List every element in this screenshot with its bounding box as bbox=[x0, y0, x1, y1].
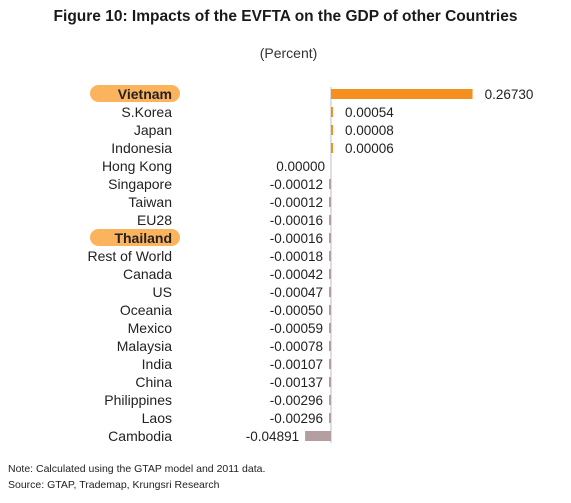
category-label: Indonesia bbox=[111, 140, 172, 156]
value-label: -0.00018 bbox=[270, 249, 323, 264]
value-label: -0.00078 bbox=[270, 339, 323, 354]
category-label: India bbox=[142, 356, 173, 372]
bar bbox=[329, 359, 331, 369]
bar bbox=[329, 251, 331, 261]
value-label: -0.00296 bbox=[270, 393, 323, 408]
value-label: -0.04891 bbox=[246, 429, 299, 444]
category-label: EU28 bbox=[137, 212, 172, 228]
chart-title: Figure 10: Impacts of the EVFTA on the G… bbox=[53, 8, 518, 25]
category-label: Taiwan bbox=[128, 194, 172, 210]
bar bbox=[331, 89, 473, 99]
bar bbox=[329, 341, 331, 351]
highlight-pill bbox=[90, 85, 180, 102]
value-label: -0.00137 bbox=[270, 375, 323, 390]
bar bbox=[329, 233, 331, 243]
category-label: China bbox=[135, 374, 172, 390]
value-label: 0.00008 bbox=[345, 123, 394, 138]
value-label: 0.26730 bbox=[485, 87, 534, 102]
value-label: -0.00042 bbox=[270, 267, 323, 282]
bar bbox=[329, 377, 331, 387]
bar bbox=[331, 143, 333, 153]
category-label: Mexico bbox=[128, 320, 173, 336]
category-label: Cambodia bbox=[108, 428, 172, 444]
value-label: -0.00016 bbox=[270, 213, 323, 228]
chart-note: Note: Calculated using the GTAP model an… bbox=[8, 463, 266, 475]
category-label: S.Korea bbox=[121, 104, 172, 120]
bar bbox=[331, 125, 333, 135]
bar bbox=[329, 287, 331, 297]
value-label: 0.00006 bbox=[345, 141, 394, 156]
category-label: Japan bbox=[134, 122, 172, 138]
value-label: 0.00000 bbox=[276, 159, 325, 174]
category-label: US bbox=[153, 284, 172, 300]
bar bbox=[305, 431, 331, 441]
value-label: -0.00012 bbox=[270, 177, 323, 192]
value-label: 0.00054 bbox=[345, 105, 394, 120]
bar bbox=[329, 215, 331, 225]
value-label: -0.00296 bbox=[270, 411, 323, 426]
bar bbox=[329, 179, 331, 189]
highlight-pill bbox=[90, 229, 180, 246]
bar bbox=[329, 323, 331, 333]
bar bbox=[331, 107, 333, 117]
category-label: Canada bbox=[123, 266, 172, 282]
value-label: -0.00016 bbox=[270, 231, 323, 246]
category-label: Laos bbox=[142, 410, 172, 426]
bar bbox=[329, 395, 331, 405]
category-label: Thailand bbox=[114, 230, 172, 246]
category-label: Vietnam bbox=[118, 86, 172, 102]
value-label: -0.00059 bbox=[270, 321, 323, 336]
bar bbox=[329, 269, 331, 279]
category-label: Philippines bbox=[104, 392, 172, 408]
value-label: -0.00050 bbox=[270, 303, 323, 318]
category-label: Rest of World bbox=[87, 248, 172, 264]
bar bbox=[329, 413, 331, 423]
category-label: Oceania bbox=[120, 302, 172, 318]
bar-chart: Vietnam 0.26730 S.Korea 0.00054 Japan 0.00008… bbox=[87, 85, 534, 444]
bar bbox=[329, 305, 331, 315]
category-label: Malaysia bbox=[117, 338, 172, 354]
bar bbox=[329, 197, 331, 207]
chart-source: Source: GTAP, Trademap, Krungsri Researc… bbox=[8, 479, 220, 491]
category-label: Singapore bbox=[108, 176, 172, 192]
value-label: -0.00047 bbox=[270, 285, 323, 300]
value-label: -0.00012 bbox=[270, 195, 323, 210]
chart-subtitle: (Percent) bbox=[259, 45, 318, 61]
category-label: Hong Kong bbox=[102, 158, 172, 174]
value-label: -0.00107 bbox=[270, 357, 323, 372]
